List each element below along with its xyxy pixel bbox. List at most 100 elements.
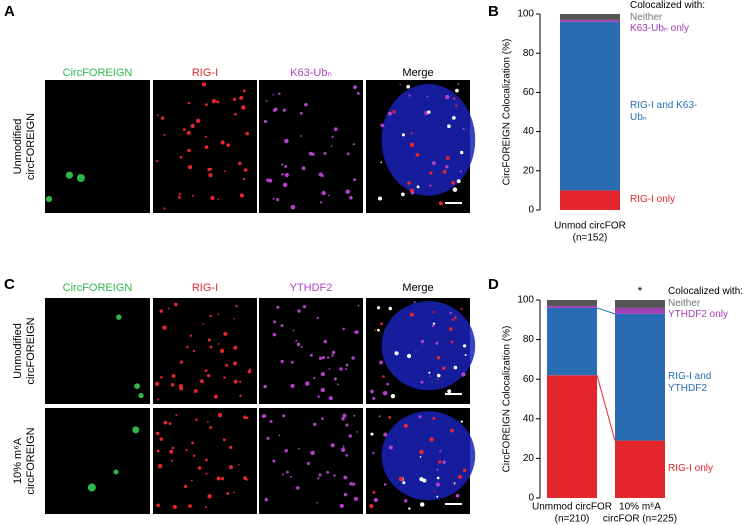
x-tick-label: Unmod circFOR [554,221,626,232]
spot [313,422,317,427]
spot [339,367,343,371]
spot [431,324,434,328]
spot [420,380,424,384]
spot [456,179,461,184]
legend-title: Colocalized with: [630,0,706,11]
spot [233,345,238,350]
row-label: 10% m⁶A [12,437,24,484]
spot [342,327,345,331]
spot [407,181,411,185]
spot [76,173,85,183]
spot [455,493,460,498]
spot [45,196,53,203]
spot [390,393,396,399]
spot [436,476,440,480]
spot [263,119,268,123]
spot [447,124,451,129]
bar-segment [547,300,597,306]
spot [239,394,242,397]
spot [209,345,213,349]
spot [428,371,431,374]
spot [426,95,429,98]
spot [281,473,284,476]
spot [205,458,208,462]
spot [286,470,289,474]
spot [191,441,194,445]
spot [345,454,348,457]
spot [301,166,306,171]
spot [246,416,249,419]
x-tick-label: 10% m⁶A [619,502,661,513]
spot [445,94,450,100]
spot [462,468,467,473]
spot [342,445,345,448]
spot [454,482,457,485]
spot [436,468,439,471]
channel-label: RIG-I [192,282,218,294]
spot [195,418,198,422]
spot [179,156,183,159]
spot [272,197,275,200]
spot [234,112,237,116]
micrograph [45,80,150,213]
spot [418,415,422,419]
bar-segment [615,440,665,498]
spot [457,474,462,479]
spot [162,325,167,330]
spot [159,309,164,313]
micrograph [259,298,363,404]
spot [346,152,350,156]
spot [273,108,277,112]
spot [87,483,96,492]
spot [373,497,378,503]
spot [204,506,207,509]
spot [223,331,228,336]
spot [446,156,450,160]
spot [243,476,247,481]
spot [372,396,376,400]
annotation: * [638,284,643,298]
spot [383,483,387,486]
spot [419,455,422,458]
micrograph [45,298,150,404]
spot [348,434,352,438]
spot [217,198,219,201]
spot [345,189,351,194]
spot [299,111,303,115]
spot [451,318,455,321]
spot [399,83,401,86]
spot [394,351,399,356]
spot [320,387,326,393]
spot [171,374,176,378]
spot [455,104,458,107]
spot [167,307,170,310]
spot [398,476,404,482]
spot [357,304,360,307]
spot [370,389,374,394]
spot [318,473,322,477]
spot [65,171,73,179]
spot [403,499,408,503]
nucleus [381,83,476,196]
spot [278,434,281,437]
spot [387,111,392,116]
spot [200,379,204,384]
spot [268,178,273,183]
spot [282,414,286,418]
spot [278,92,281,95]
spot [193,389,198,393]
spot [192,454,196,457]
spot [442,460,446,464]
spot [159,437,164,441]
spot [415,350,417,353]
spot [447,389,452,394]
spot [113,469,119,475]
spot [439,450,442,453]
spot [187,101,191,105]
spot [216,100,220,104]
spot [266,436,270,440]
spot [248,368,252,371]
channel-label: RIG-I [192,67,218,79]
spot [351,356,355,360]
bar-segment [615,300,665,308]
